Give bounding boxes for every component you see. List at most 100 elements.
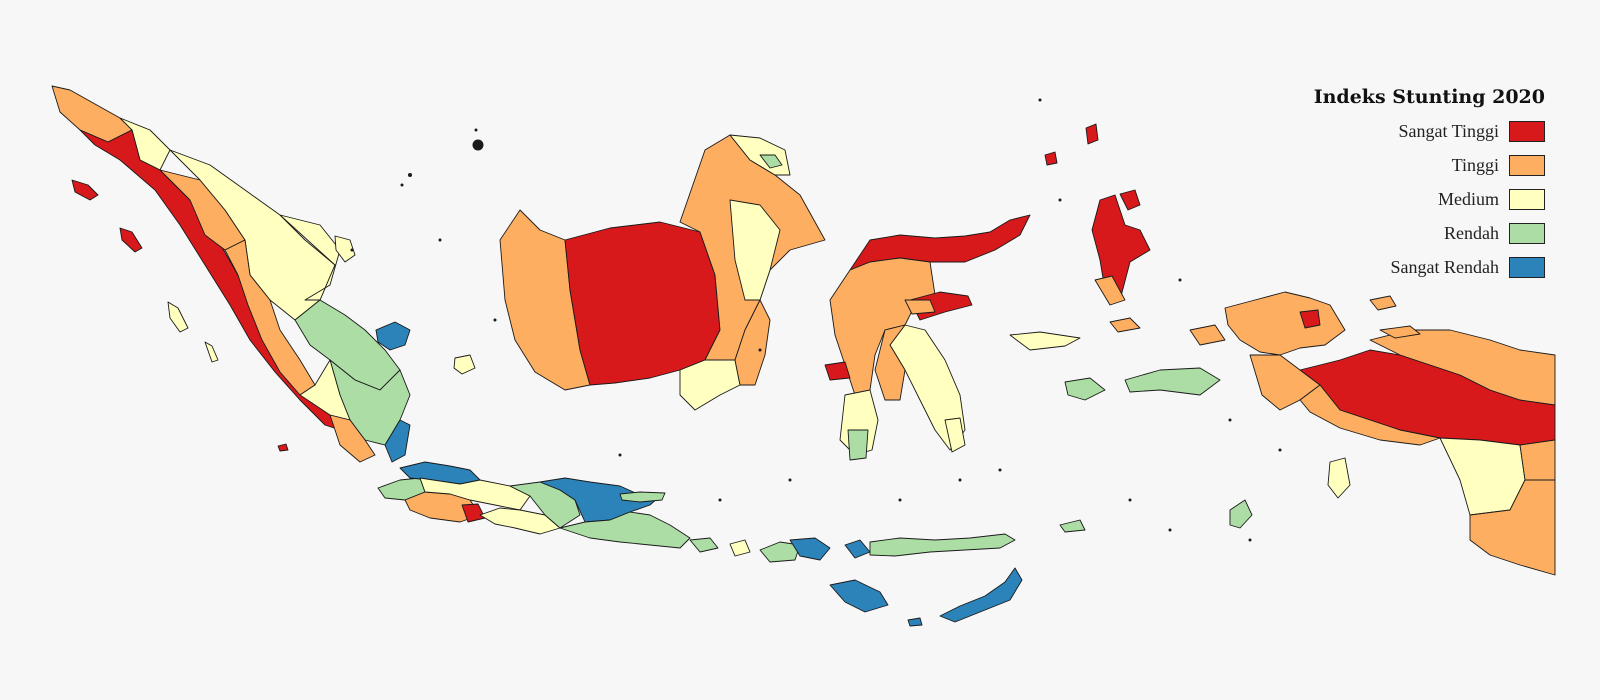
flores-rendah — [869, 533, 1016, 557]
buton-island — [944, 417, 966, 453]
kalimantan-south-medium — [679, 359, 741, 411]
legend-swatch — [1509, 222, 1545, 244]
islet — [408, 173, 412, 177]
sumatra-lampung-blue — [384, 419, 411, 463]
seram-rendah — [1124, 367, 1221, 396]
halmahera-red — [1091, 194, 1151, 301]
islet — [1178, 278, 1182, 282]
sumbawa-blue — [789, 537, 831, 561]
tanimbar-rendah — [1229, 499, 1253, 529]
papua-bird-head-red — [1299, 309, 1321, 329]
maluku-north-small-red — [1044, 151, 1058, 166]
java-east-rendah — [559, 511, 691, 549]
riau-islands — [334, 235, 356, 263]
islet — [472, 139, 484, 151]
islet — [1128, 498, 1132, 502]
region-sulawesi — [824, 214, 1081, 461]
islet — [788, 478, 792, 482]
legend-title: Indeks Stunting 2020 — [1313, 86, 1545, 108]
map-legend: Indeks Stunting 2020 Sangat Tinggi Tingg… — [1245, 86, 1545, 284]
islet — [758, 348, 762, 352]
yapen-tinggi — [1379, 325, 1421, 339]
kalimantan-central-red — [564, 221, 721, 386]
sangihe-tinggi — [904, 299, 936, 315]
legend-item-rendah: Rendah — [1444, 216, 1545, 250]
morotai-red — [1119, 189, 1141, 211]
banggai-medium — [1009, 331, 1081, 351]
region-papua — [1224, 291, 1556, 576]
region-nusa-tenggara — [689, 533, 1023, 627]
biak-tinggi — [1369, 295, 1397, 311]
kalimantan-north-rendah — [759, 154, 783, 169]
legend-label: Sangat Tinggi — [1398, 120, 1499, 141]
kalimantan-south-tinggi — [734, 299, 771, 386]
papua-coast-tinggi — [1299, 384, 1441, 446]
ternate-red — [1085, 123, 1099, 145]
small-island-sawu — [907, 617, 923, 627]
enggano-island — [277, 443, 289, 452]
region-java — [377, 461, 691, 549]
nias-island — [119, 227, 143, 253]
region-kalimantan — [499, 134, 826, 411]
legend-label: Medium — [1438, 188, 1499, 209]
legend-label: Tinggi — [1451, 154, 1499, 175]
mentawai-island-a — [167, 301, 189, 333]
region-sumatra — [51, 85, 476, 463]
lombok — [729, 539, 751, 557]
legend-label: Rendah — [1444, 222, 1499, 243]
islet — [898, 498, 902, 502]
papua-south-tinggi — [1469, 479, 1556, 576]
region-maluku — [1044, 123, 1351, 533]
sulawesi-southeast-tinggi — [874, 324, 906, 401]
belitung-island — [453, 354, 476, 375]
islet — [1248, 538, 1252, 542]
aru-medium — [1327, 457, 1351, 499]
sula-tinggi — [1109, 317, 1141, 333]
sumba-blue — [829, 579, 889, 613]
bali — [689, 537, 719, 553]
flores-blue — [844, 539, 871, 559]
papua-north-tinggi — [1369, 329, 1556, 406]
islet — [618, 453, 622, 457]
legend-item-medium: Medium — [1438, 182, 1545, 216]
papua-south-medium — [1439, 437, 1526, 516]
timor-blue — [939, 567, 1023, 623]
islet — [493, 318, 497, 322]
wetar-rendah — [1059, 519, 1086, 533]
legend-swatch — [1509, 120, 1545, 142]
sulawesi-west-red — [824, 361, 851, 381]
islet — [1168, 528, 1172, 532]
halmahera-tinggi — [1094, 275, 1126, 306]
sumatra-aceh-coast — [51, 85, 133, 143]
papua-bird-head-tinggi — [1224, 291, 1346, 356]
buru-rendah — [1064, 377, 1106, 401]
legend-swatch — [1509, 154, 1545, 176]
islet — [438, 238, 442, 242]
papua-east-tinggi — [1519, 439, 1556, 481]
bangka-island — [375, 321, 411, 351]
legend-swatch — [1509, 188, 1545, 210]
kalimantan-east-medium — [729, 199, 781, 301]
islet — [1058, 198, 1062, 202]
legend-item-sangat-tinggi: Sangat Tinggi — [1398, 114, 1545, 148]
islet — [350, 248, 354, 252]
sumatra-lampung-tinggi — [329, 414, 376, 463]
simeulue-island — [71, 179, 99, 201]
kei-tinggi — [1189, 324, 1226, 346]
sulawesi-south-rendah — [847, 429, 869, 461]
legend-swatch — [1509, 256, 1545, 278]
islet — [474, 128, 478, 132]
islet — [1228, 418, 1232, 422]
legend-item-sangat-rendah: Sangat Rendah — [1391, 250, 1545, 284]
small-islets — [350, 98, 1282, 542]
madura-island — [619, 491, 666, 503]
sumatra-riau-medium — [279, 214, 341, 301]
islet — [998, 468, 1002, 472]
islet — [1038, 98, 1042, 102]
java-east-blue — [539, 477, 661, 523]
legend-item-tinggi: Tinggi — [1452, 148, 1545, 182]
legend-label: Sangat Rendah — [1390, 256, 1499, 277]
islet — [400, 183, 404, 187]
islet — [958, 478, 962, 482]
